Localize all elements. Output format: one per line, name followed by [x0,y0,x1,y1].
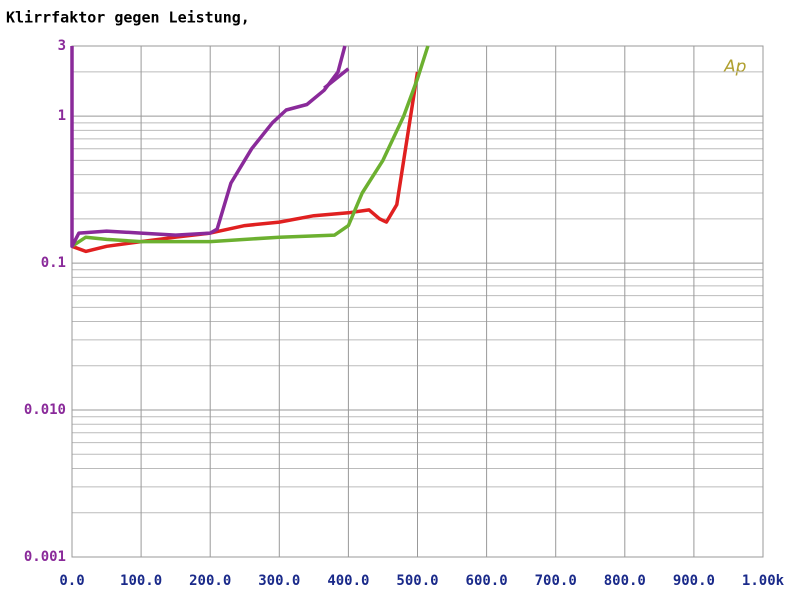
y-tick-label: 0.001 [24,549,66,565]
x-tick-label: 100.0 [120,573,162,589]
x-tick-label: 500.0 [396,573,438,589]
x-tick-label: 400.0 [327,573,369,589]
chart-title: Klirrfaktor gegen Leistung, [6,9,250,27]
annotation: Ap [723,57,747,77]
series-line [71,71,420,254]
x-tick-label: 900.0 [673,573,715,589]
x-tick-label: 600.0 [466,573,508,589]
series-line [323,67,350,90]
y-tick-label: 0.1 [41,255,66,271]
x-tick-label: 0.0 [59,573,84,589]
y-tick-label: 1 [58,108,66,124]
series-line [70,45,347,249]
x-tick-label: 700.0 [535,573,577,589]
x-tick-label: 800.0 [604,573,646,589]
x-tick-label: 300.0 [258,573,300,589]
y-tick-label: 0.010 [24,402,66,418]
x-tick-label: 1.00k [742,573,785,589]
series-line [71,45,430,248]
x-tick-label: 200.0 [189,573,231,589]
y-tick-label: 3 [58,38,66,54]
